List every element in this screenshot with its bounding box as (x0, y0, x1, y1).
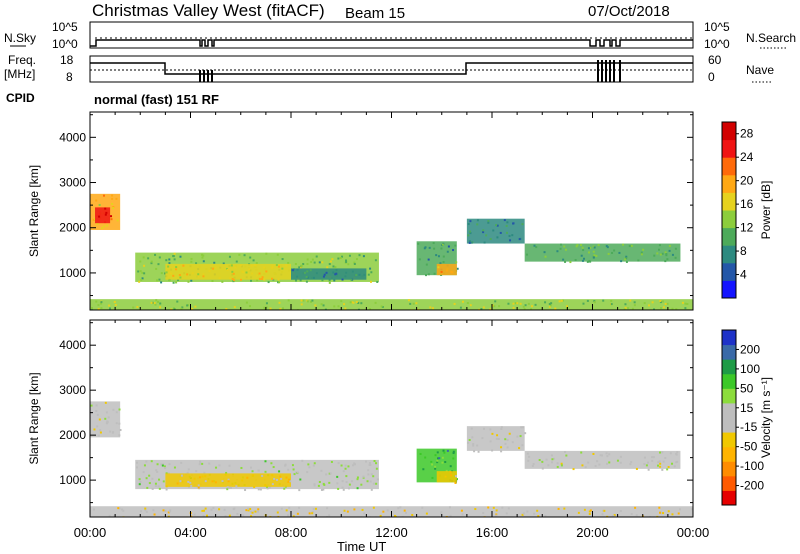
data-region (466, 218, 525, 244)
nave-label: Nave (746, 63, 774, 77)
colorbar-segment (722, 490, 736, 506)
freq-label-2: [MHz] (4, 67, 35, 81)
colorbar-segment (722, 174, 736, 193)
colorbar-segment (722, 461, 736, 477)
velocity-panel: 1000 2000 3000 4000 Slant Range [km] 200 100 50… (27, 319, 773, 518)
colorbar-tick-label: 16 (740, 197, 754, 211)
data-region (524, 243, 681, 262)
time-axis: 00:00 04:00 08:00 12:00 16:00 20:00 00:00 (74, 525, 710, 540)
x-tick-label: 20:00 (576, 525, 609, 540)
colorbar-label: Power [dB] (759, 181, 773, 240)
colorbar-tick-label: 4 (740, 268, 747, 282)
colorbar-segment (722, 210, 736, 229)
colorbar-tick-label: 12 (740, 221, 754, 235)
nave-tick-high: 60 (708, 53, 722, 67)
colorbar-tick-label: 24 (740, 150, 754, 164)
cpid-label: CPID (6, 91, 35, 105)
colorbar-tick-label: 200 (740, 342, 760, 356)
colorbar-segment (722, 432, 736, 448)
y-tick-label: 1000 (59, 266, 86, 280)
colorbar-tick-label: -50 (740, 440, 758, 454)
colorbar-segment (722, 388, 736, 404)
colorbar-segment (722, 122, 736, 141)
x-tick-label: 08:00 (275, 525, 308, 540)
x-tick-label: 12:00 (375, 525, 408, 540)
colorbar-tick-label: -100 (740, 459, 764, 473)
nsearch-label: N.Search (746, 31, 796, 45)
beam-label: Beam 15 (345, 5, 405, 22)
colorbar-segment (722, 402, 736, 418)
colorbar-segment (722, 262, 736, 281)
y-tick-label: 4000 (59, 130, 86, 144)
colorbar: 200 100 50 15 -15 -50 -100 -200 Velocity [m s⁻¹] (721, 329, 773, 506)
colorbar-tick-label: 15 (740, 401, 754, 415)
x-tick-label: 16:00 (476, 525, 509, 540)
power-panel: 1000 2000 3000 4000 Slant Range [km] 4 8 12 16 20… (27, 111, 773, 311)
nsky-trace (90, 37, 693, 47)
nsky-label: N.Sky (4, 31, 36, 45)
colorbar-segment (722, 192, 736, 211)
colorbar-segment (722, 344, 736, 360)
colorbar-segment (722, 139, 736, 158)
nsearch-tick-low: 10^0 (704, 37, 730, 51)
colorbar-tick-label: 20 (740, 174, 754, 188)
y-tick-label: 3000 (59, 176, 86, 190)
freq-tick-high: 18 (60, 53, 74, 67)
colorbar-segment (722, 280, 736, 299)
colorbar-segment (722, 446, 736, 462)
data-region (436, 263, 457, 276)
x-tick-label: 00:00 (677, 525, 710, 540)
data-region (95, 207, 111, 224)
colorbar-tick-label: 50 (740, 381, 754, 395)
date-label: 07/Oct/2018 (588, 3, 670, 20)
colorbar-label: Velocity [m s⁻¹] (759, 377, 773, 458)
colorbar-tick-label: 100 (740, 362, 760, 376)
y-tick-label: 4000 (59, 338, 86, 352)
cpid-text: normal (fast) 151 RF (94, 92, 219, 107)
colorbar-segment (722, 359, 736, 375)
colorbar: 4 8 12 16 20 24 28 Power [dB] (721, 121, 773, 299)
plot-title: Christmas Valley West (fitACF) (92, 1, 325, 20)
y-tick-label: 2000 (59, 428, 86, 442)
colorbar-tick-label: 28 (740, 127, 754, 141)
data-region (524, 450, 681, 469)
colorbar-tick-label: -15 (740, 420, 758, 434)
x-tick-label: 00:00 (74, 525, 107, 540)
data-region (165, 263, 291, 280)
colorbar-segment (722, 330, 736, 346)
y-tick-label: 3000 (59, 383, 86, 397)
freq-label-1: Freq. (8, 53, 36, 67)
y-tick-label: 2000 (59, 221, 86, 235)
data-region (466, 426, 525, 451)
colorbar-tick-label: 8 (740, 244, 747, 258)
y-tick-label: 1000 (59, 473, 86, 487)
freq-trace (90, 60, 693, 82)
nsky-tick-low: 10^0 (52, 37, 78, 51)
freq-panel (89, 55, 694, 83)
colorbar-segment (722, 417, 736, 433)
nave-tick-low: 0 (708, 70, 715, 84)
colorbar-segment (722, 245, 736, 264)
freq-tick-low: 8 (66, 70, 73, 84)
colorbar-segment (722, 475, 736, 491)
x-axis-label: Time UT (337, 539, 386, 554)
data-region (291, 268, 367, 280)
colorbar-tick-label: -200 (740, 479, 764, 493)
y-axis-label: Slant Range [km] (27, 165, 41, 257)
y-axis-label: Slant Range [km] (27, 372, 41, 464)
nsearch-tick-high: 10^5 (704, 20, 730, 34)
colorbar-segment (722, 157, 736, 176)
x-tick-label: 04:00 (174, 525, 207, 540)
colorbar-segment (722, 373, 736, 389)
nsky-panel (89, 21, 694, 49)
colorbar-segment (722, 227, 736, 246)
data-region (436, 471, 457, 483)
nsky-tick-high: 10^5 (52, 20, 78, 34)
